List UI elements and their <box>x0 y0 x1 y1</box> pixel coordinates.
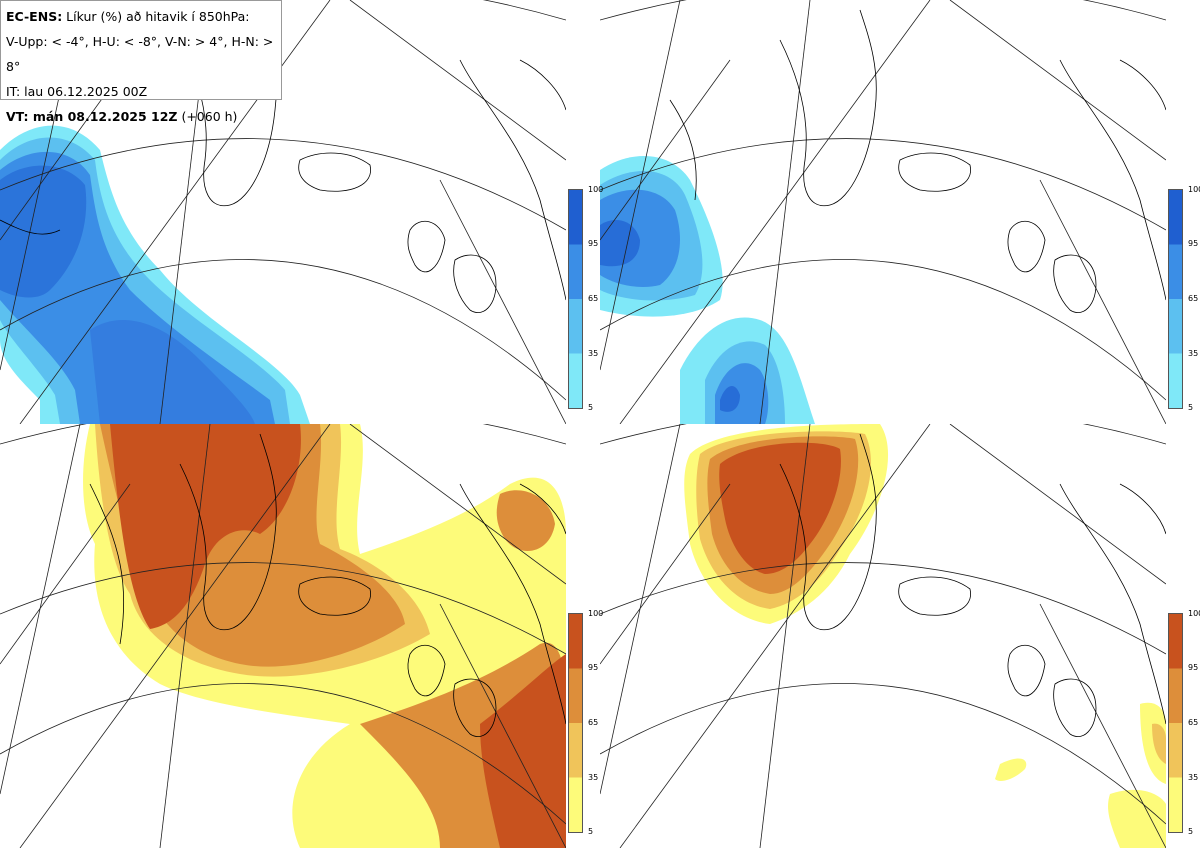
colorbar-label: 100 <box>588 609 604 618</box>
colorbar-warm-left: 100 95 65 35 5 <box>568 609 604 843</box>
colorbar-label: 95 <box>1188 663 1199 672</box>
info-thresholds: V-Upp: < -4°, H-U: < -8°, V-N: > 4°, H-N… <box>6 34 274 74</box>
colorbar-label: 100 <box>588 185 604 194</box>
colorbar-warm-right: 100 95 65 35 5 <box>1168 609 1200 843</box>
info-valid-time: VT: mán 08.12.2025 12Z <box>6 109 178 124</box>
colorbar-label: 5 <box>1188 827 1194 836</box>
info-title-bold: EC-ENS: <box>6 9 63 24</box>
colorbar-strip <box>568 189 583 409</box>
colorbar-label: 35 <box>1188 773 1199 782</box>
colorbar-label: 95 <box>1188 239 1199 248</box>
colorbar-cold-right: 100 95 65 35 5 <box>1168 185 1200 419</box>
info-title-rest: Líkur (%) að hitavik í 850hPa: <box>62 9 250 24</box>
colorbar-strip <box>568 613 583 833</box>
colorbar-label: 65 <box>1188 718 1199 727</box>
colorbar-cold-left: 100 95 65 35 5 <box>568 185 604 419</box>
colorbar-label: 95 <box>588 239 599 248</box>
map-canvas <box>0 0 566 424</box>
info-init-time: IT: lau 06.12.2025 00Z <box>6 84 148 99</box>
colorbar-label: 65 <box>1188 294 1199 303</box>
map-info-box: EC-ENS: Líkur (%) að hitavik í 850hPa: V… <box>0 0 282 124</box>
info-lead-time: (+060 h) <box>177 109 238 124</box>
map-panel-top-right <box>600 0 1166 424</box>
map-panel-bottom-right <box>600 424 1166 848</box>
colorbar-strip <box>1168 613 1183 833</box>
map-canvas <box>600 0 1166 424</box>
colorbar-label: 5 <box>1188 403 1194 412</box>
map-canvas <box>600 424 1166 848</box>
map-panel-bottom-left <box>0 424 566 848</box>
colorbar-label: 35 <box>1188 349 1199 358</box>
colorbar-label: 100 <box>1188 185 1200 194</box>
colorbar-label: 65 <box>588 294 599 303</box>
colorbar-label: 35 <box>588 349 599 358</box>
map-panel-top-left: EC-ENS: Líkur (%) að hitavik í 850hPa: V… <box>0 0 566 424</box>
map-canvas <box>0 424 566 848</box>
colorbar-label: 35 <box>588 773 599 782</box>
colorbar-label: 65 <box>588 718 599 727</box>
colorbar-label: 5 <box>588 403 594 412</box>
colorbar-label: 5 <box>588 827 594 836</box>
colorbar-label: 95 <box>588 663 599 672</box>
colorbar-label: 100 <box>1188 609 1200 618</box>
colorbar-strip <box>1168 189 1183 409</box>
